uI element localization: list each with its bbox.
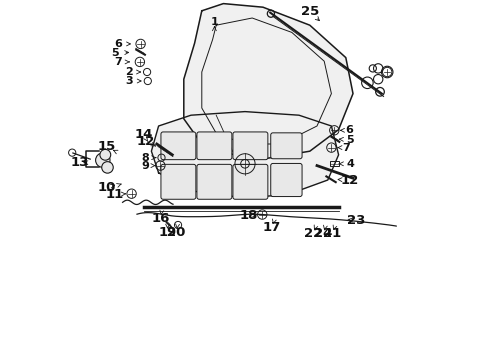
Text: 5: 5: [112, 48, 119, 58]
FancyBboxPatch shape: [197, 164, 232, 199]
Circle shape: [96, 153, 110, 167]
FancyBboxPatch shape: [271, 133, 302, 159]
Text: 16: 16: [151, 212, 170, 225]
Text: 22: 22: [303, 227, 322, 240]
Text: 20: 20: [168, 226, 186, 239]
FancyBboxPatch shape: [271, 163, 302, 197]
Text: 5: 5: [346, 135, 354, 145]
Text: 7: 7: [114, 57, 122, 67]
Text: 10: 10: [97, 181, 116, 194]
Text: 6: 6: [114, 39, 122, 49]
Text: 14: 14: [134, 129, 153, 141]
Text: 12: 12: [137, 135, 155, 148]
FancyBboxPatch shape: [197, 132, 232, 160]
FancyBboxPatch shape: [161, 164, 196, 199]
Text: 8: 8: [141, 153, 149, 163]
Text: 1: 1: [211, 17, 218, 27]
Text: 7: 7: [343, 143, 350, 153]
Text: 9: 9: [141, 161, 149, 171]
Text: 21: 21: [323, 227, 341, 240]
Text: 6: 6: [345, 125, 353, 135]
Text: 15: 15: [98, 140, 116, 153]
Text: 3: 3: [125, 76, 133, 86]
Text: 19: 19: [158, 226, 177, 239]
Text: 24: 24: [314, 227, 333, 240]
Polygon shape: [151, 112, 339, 198]
FancyBboxPatch shape: [233, 132, 268, 160]
Circle shape: [102, 162, 113, 173]
Text: 12: 12: [340, 174, 359, 186]
Text: 25: 25: [301, 5, 319, 18]
Bar: [330, 161, 339, 166]
Polygon shape: [184, 4, 353, 158]
FancyBboxPatch shape: [161, 132, 196, 160]
Text: 11: 11: [105, 188, 124, 201]
FancyBboxPatch shape: [233, 164, 268, 199]
Text: 13: 13: [71, 156, 89, 169]
Text: 2: 2: [125, 67, 133, 77]
Text: 4: 4: [346, 159, 354, 169]
Text: 17: 17: [263, 221, 281, 234]
Text: 23: 23: [347, 214, 365, 227]
Circle shape: [100, 149, 111, 160]
Text: 18: 18: [240, 209, 258, 222]
